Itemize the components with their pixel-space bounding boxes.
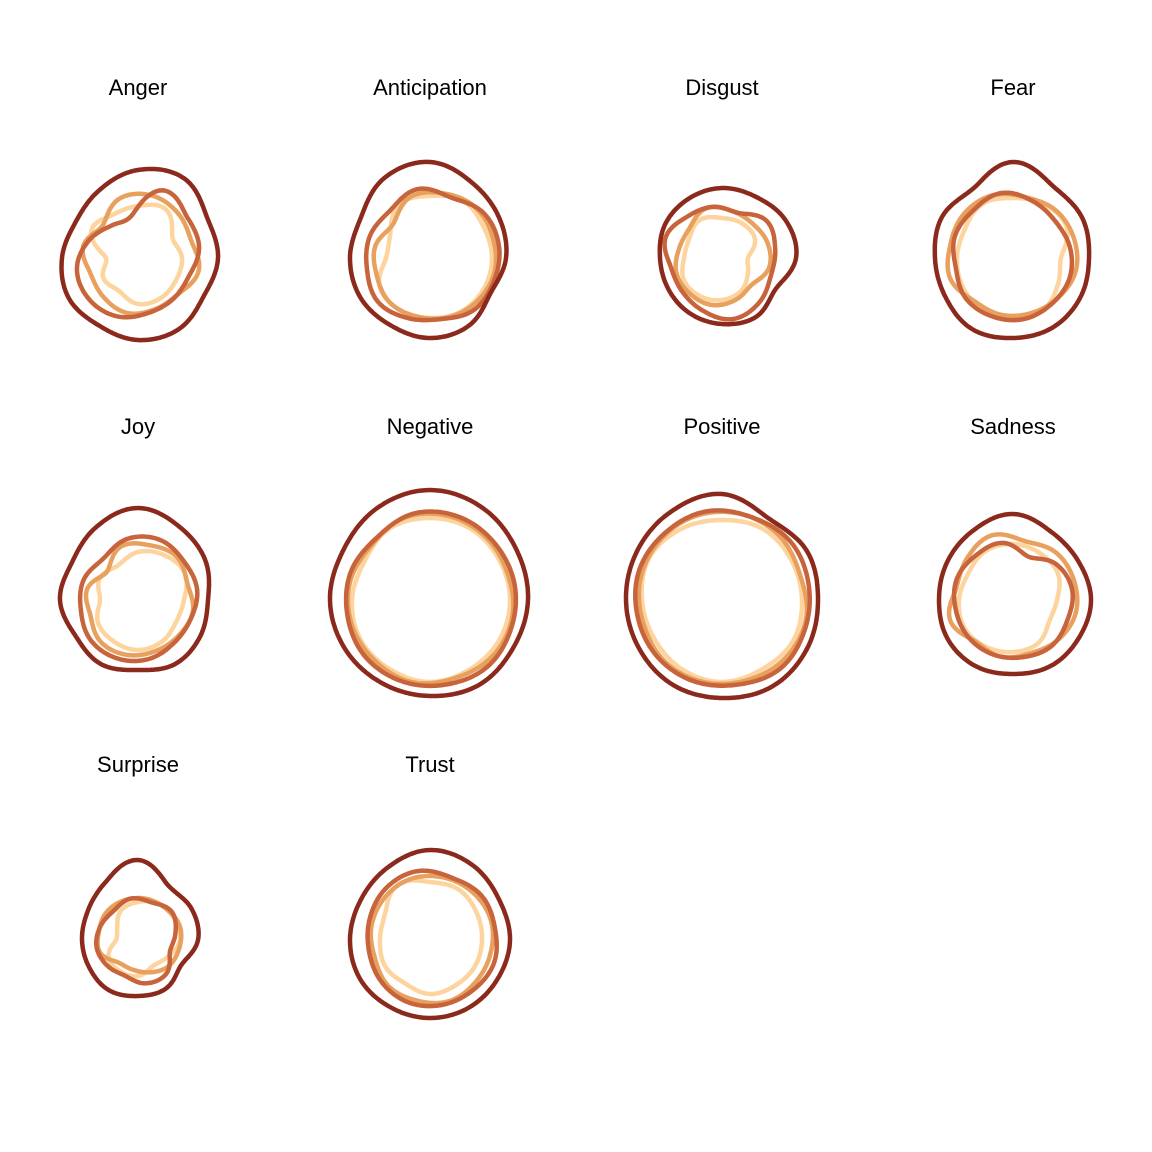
- series-loop-3: [633, 508, 813, 688]
- series-loop-4: [657, 185, 799, 327]
- series-loop-4: [932, 159, 1092, 341]
- series-loop-1: [639, 517, 805, 685]
- panel-title: Trust: [405, 752, 454, 777]
- panel-joy: Joy: [57, 414, 212, 673]
- panel-negative: Negative: [327, 414, 531, 699]
- series-loop-4: [57, 505, 212, 673]
- series-loop-3: [93, 895, 179, 986]
- series-loop-2: [95, 895, 184, 975]
- panel-title: Disgust: [685, 75, 758, 100]
- series-loop-2: [83, 541, 196, 658]
- series-loop-4: [79, 857, 201, 999]
- series-loop-3: [951, 540, 1076, 661]
- panel-title: Surprise: [97, 752, 179, 777]
- panel-title: Fear: [990, 75, 1035, 100]
- series-loop-3: [951, 190, 1075, 323]
- series-loop-3: [363, 186, 502, 323]
- series-loop-2: [945, 191, 1080, 319]
- panel-title: Positive: [683, 414, 760, 439]
- series-loop-4: [347, 847, 513, 1021]
- series-loop-3: [662, 204, 778, 322]
- panel-fear: Fear: [932, 75, 1092, 341]
- series-loop-1: [88, 202, 185, 307]
- series-loop-4: [59, 166, 221, 343]
- series-loop-2: [80, 191, 202, 316]
- panel-title: Joy: [121, 414, 155, 439]
- series-loop-3: [77, 534, 200, 664]
- series-loop-4: [623, 491, 821, 701]
- panel-title: Sadness: [970, 414, 1056, 439]
- series-loop-2: [371, 189, 499, 322]
- series-loop-4: [327, 487, 531, 699]
- series-loop-4: [936, 511, 1094, 677]
- panel-anticipation: Anticipation: [347, 75, 509, 341]
- panel-disgust: Disgust: [657, 75, 799, 327]
- panel-trust: Trust: [347, 752, 513, 1021]
- series-loop-1: [377, 878, 485, 997]
- series-loop-2: [673, 204, 773, 308]
- panel-anger: Anger: [59, 75, 221, 343]
- panel-positive: Positive: [623, 414, 821, 701]
- panel-title: Negative: [387, 414, 474, 439]
- panel-sadness: Sadness: [936, 414, 1094, 677]
- series-loop-3: [365, 868, 499, 1009]
- series-loop-3: [74, 188, 202, 320]
- series-loop-4: [347, 159, 509, 341]
- panel-title: Anger: [109, 75, 168, 100]
- panel-title: Anticipation: [373, 75, 487, 100]
- series-loop-2: [368, 873, 496, 1006]
- series-loop-3: [343, 509, 519, 689]
- series-loop-1: [956, 541, 1062, 655]
- panel-surprise: Surprise: [79, 752, 201, 999]
- series-loop-1: [680, 214, 758, 303]
